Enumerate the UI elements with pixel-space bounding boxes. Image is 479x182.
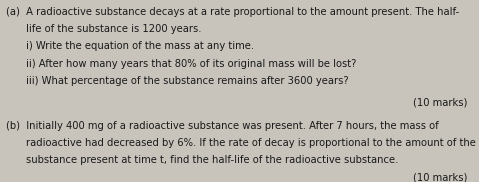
Text: substance present at time t, find the half-life of the radioactive substance.: substance present at time t, find the ha… bbox=[26, 155, 399, 165]
Text: radioactive had decreased by 6%. If the rate of decay is proportional to the amo: radioactive had decreased by 6%. If the … bbox=[26, 138, 476, 148]
Text: (10 marks): (10 marks) bbox=[412, 98, 467, 108]
Text: i) Write the equation of the mass at any time.: i) Write the equation of the mass at any… bbox=[26, 41, 254, 51]
Text: iii) What percentage of the substance remains after 3600 years?: iii) What percentage of the substance re… bbox=[26, 76, 349, 86]
Text: (b)  Initially 400 mg of a radioactive substance was present. After 7 hours, the: (b) Initially 400 mg of a radioactive su… bbox=[6, 121, 438, 130]
Text: (a)  A radioactive substance decays at a rate proportional to the amount present: (a) A radioactive substance decays at a … bbox=[6, 7, 459, 17]
Text: (10 marks): (10 marks) bbox=[412, 173, 467, 182]
Text: life of the substance is 1200 years.: life of the substance is 1200 years. bbox=[26, 24, 202, 34]
Text: ii) After how many years that 80% of its original mass will be lost?: ii) After how many years that 80% of its… bbox=[26, 59, 357, 69]
